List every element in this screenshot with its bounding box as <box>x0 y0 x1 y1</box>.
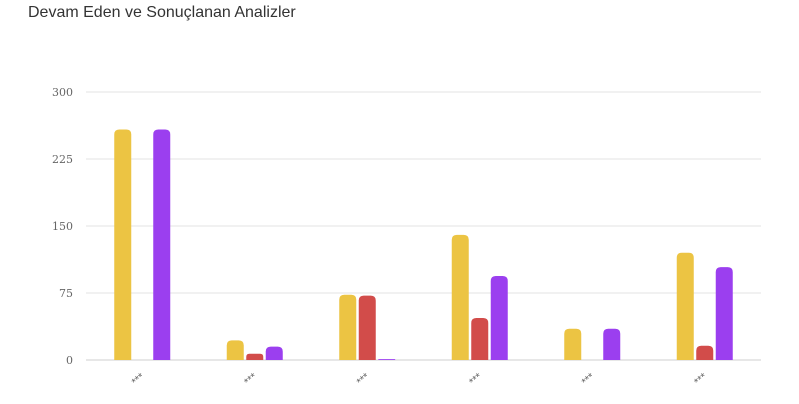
y-tick-label: 75 <box>59 287 73 300</box>
x-tick-label: *** <box>580 371 598 389</box>
bar-series-2[interactable] <box>471 318 489 360</box>
x-axis-ticks: *** *** *** *** *** *** <box>130 371 711 389</box>
gridlines <box>86 91 761 361</box>
y-axis-ticks: 0 75 150 225 300 <box>52 86 73 367</box>
x-tick-label: *** <box>355 371 373 389</box>
x-tick-label: *** <box>130 371 148 389</box>
bar-series-1[interactable] <box>114 129 132 360</box>
bar-series-3[interactable] <box>265 346 283 360</box>
bar-series-1[interactable] <box>226 340 244 360</box>
y-tick-label: 150 <box>52 220 73 233</box>
bar-series-1[interactable] <box>564 328 582 360</box>
x-tick-label: *** <box>692 371 710 389</box>
bar-series-1[interactable] <box>676 252 694 360</box>
bar-series-2[interactable] <box>358 295 376 360</box>
bar-series-2[interactable] <box>246 353 264 360</box>
bar-series-3[interactable] <box>153 129 171 360</box>
bar-series-1[interactable] <box>339 294 357 360</box>
bars <box>114 129 733 360</box>
bar-series-3[interactable] <box>715 267 733 360</box>
bar-series-3[interactable] <box>378 359 396 360</box>
bar-series-3[interactable] <box>490 276 508 360</box>
x-tick-label: *** <box>467 371 485 389</box>
bar-series-2[interactable] <box>696 345 714 360</box>
y-tick-label: 0 <box>66 354 73 367</box>
y-tick-label: 225 <box>52 153 73 166</box>
bar-series-3[interactable] <box>603 328 621 360</box>
chart-title: Devam Eden ve Sonuçlanan Analizler <box>28 4 296 21</box>
bar-series-1[interactable] <box>451 234 469 360</box>
x-tick-label: *** <box>242 371 260 389</box>
y-tick-label: 300 <box>52 86 73 99</box>
